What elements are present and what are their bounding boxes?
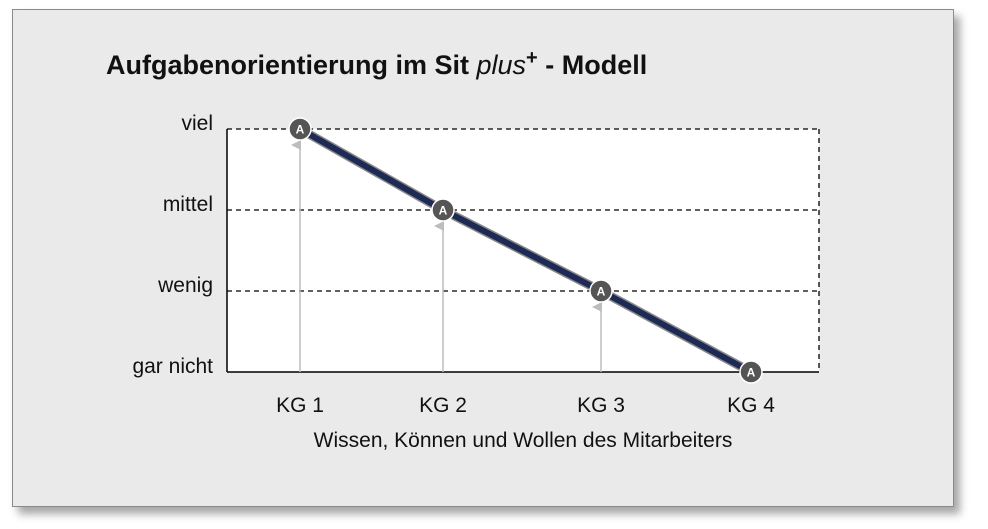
- data-point-0: [288, 117, 312, 141]
- x-tick-label-2: KG 3: [577, 394, 625, 417]
- plot-area: gar nicht wenig mittel viel KG 1 KG 2 KG 3 KG 4…: [132, 112, 820, 417]
- data-point-label-3: A: [747, 366, 756, 380]
- chart-svg: Aufgabenorientierung im Sit plus+ - Mode…: [106, 47, 820, 452]
- data-point-label-1: A: [439, 204, 448, 218]
- data-point-label-0: A: [296, 123, 305, 137]
- y-tick-label-0: gar nicht: [132, 355, 213, 378]
- chart-title: Aufgabenorientierung im Sit plus+ - Mode…: [106, 47, 647, 80]
- x-tick-label-3: KG 4: [727, 394, 775, 417]
- title-main: Aufgabenorientierung im Sit: [106, 50, 477, 80]
- x-tick-label-0: KG 1: [276, 394, 324, 417]
- data-point-3: [739, 360, 763, 384]
- chart-card: Aufgabenorientierung im Sit plus+ - Mode…: [12, 9, 954, 507]
- title-tail: - Modell: [538, 50, 648, 80]
- y-tick-label-2: mittel: [163, 193, 213, 216]
- title-superscript: +: [526, 47, 538, 69]
- data-point-1: [431, 198, 455, 222]
- data-point-label-2: A: [597, 285, 606, 299]
- x-axis-label: Wissen, Können und Wollen des Mitarbeite…: [314, 429, 733, 452]
- series-line: [297, 126, 754, 375]
- title-italic: plus: [476, 50, 527, 80]
- y-tick-label-3: viel: [181, 112, 213, 135]
- y-tick-label-1: wenig: [157, 274, 213, 297]
- data-point-2: [589, 279, 613, 303]
- x-tick-label-1: KG 2: [419, 394, 467, 417]
